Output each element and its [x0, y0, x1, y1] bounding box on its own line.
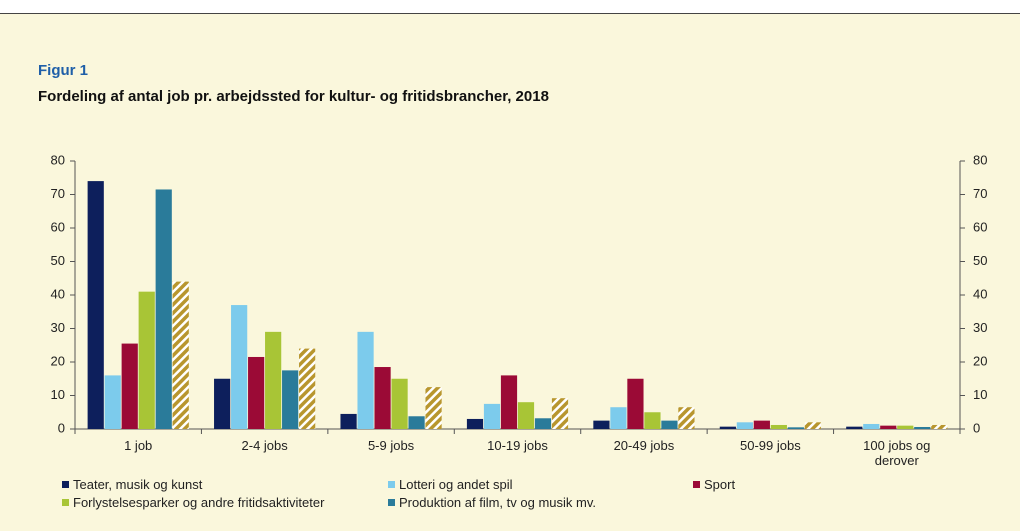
bar: [357, 331, 374, 429]
bar: [155, 189, 172, 429]
y-tick-label: 20: [51, 353, 65, 368]
bar: [517, 402, 535, 429]
bar: [104, 375, 121, 429]
x-tick-label: 100 jobs og derover: [863, 438, 931, 468]
y2-tick-label: 80: [973, 152, 987, 167]
legend-item: Forlystelsesparker og andre fritidsaktiv…: [62, 495, 324, 510]
bar: [248, 356, 265, 429]
y2-tick-label: 40: [973, 286, 987, 301]
y-tick-label: 0: [58, 420, 65, 435]
x-tick-label: 1 job: [124, 438, 153, 453]
bar: [87, 181, 104, 429]
bar: [214, 378, 231, 429]
y2-tick-label: 20: [973, 353, 987, 368]
legend-item: Lotteri og andet spil: [388, 477, 512, 492]
bar: [678, 407, 695, 429]
top-rule: [0, 13, 1020, 14]
bar: [340, 413, 357, 429]
bar: [627, 378, 644, 429]
y-tick-label: 40: [51, 286, 65, 301]
bar: [914, 426, 931, 429]
bar: [265, 331, 282, 429]
x-tick-label: 20-49 jobs: [613, 438, 675, 453]
bar: [282, 370, 299, 429]
bar: [719, 426, 736, 429]
legend-item: Teater, musik og kunst: [62, 477, 202, 492]
y2-tick-label: 30: [973, 320, 987, 335]
bar: [787, 427, 804, 429]
bar: [121, 343, 138, 429]
bar: [610, 407, 627, 429]
bar: [804, 422, 821, 429]
x-tick-label: 2-4 jobs: [241, 438, 288, 453]
bar: [644, 412, 661, 429]
bar: [466, 418, 484, 429]
figure-label: Figur 1: [38, 62, 89, 79]
bar: [483, 403, 501, 429]
y-tick-label: 70: [51, 186, 65, 201]
bar: [534, 418, 552, 429]
bar: [593, 420, 610, 429]
legend-swatch: [62, 499, 69, 506]
legend-swatch: [388, 481, 395, 488]
bar: [753, 420, 770, 429]
legend-label: Forlystelsesparker og andre fritidsaktiv…: [73, 495, 325, 510]
bar: [846, 426, 863, 429]
bar: [299, 348, 316, 429]
legend-label: Sport: [704, 477, 736, 492]
x-tick-label: 5-9 jobs: [367, 438, 415, 453]
legend-swatch: [388, 499, 395, 506]
bar: [736, 422, 753, 429]
bar: [931, 424, 948, 429]
legend-item: Produktion af film, tv og musik mv.: [388, 495, 596, 510]
y-tick-label: 60: [51, 219, 65, 234]
bar: [172, 281, 189, 429]
bar: [863, 423, 880, 429]
bar: [425, 387, 442, 429]
x-tick-label: 10-19 jobs: [487, 438, 548, 453]
bar: [231, 305, 248, 429]
x-tick-label: 50-99 jobs: [739, 438, 801, 453]
legend-item: Sport: [693, 477, 735, 492]
bar: [500, 375, 518, 429]
bar: [138, 291, 155, 429]
bar: [897, 425, 914, 429]
y2-tick-label: 10: [973, 387, 987, 402]
legend-label: Produktion af film, tv og musik mv.: [399, 495, 596, 510]
y2-tick-label: 60: [973, 219, 987, 234]
y-tick-label: 80: [51, 152, 65, 167]
y-tick-label: 50: [51, 253, 65, 268]
y-tick-label: 30: [51, 320, 65, 335]
y2-tick-label: 50: [973, 253, 987, 268]
bar: [391, 378, 408, 429]
y2-tick-label: 70: [973, 186, 987, 201]
legend-swatch: [62, 481, 69, 488]
y2-tick-label: 0: [973, 420, 980, 435]
bar: [770, 424, 787, 429]
bar: [880, 425, 897, 429]
legend-label: Lotteri og andet spil: [399, 477, 513, 492]
legend-swatch: [693, 481, 700, 488]
bar: [374, 367, 391, 429]
bar: [408, 416, 425, 429]
chart-title: Fordeling af antal job pr. arbejdssted f…: [38, 88, 549, 105]
y-tick-label: 10: [51, 387, 65, 402]
legend-label: Teater, musik og kunst: [73, 477, 203, 492]
bar: [551, 398, 569, 429]
bar: [661, 420, 678, 429]
